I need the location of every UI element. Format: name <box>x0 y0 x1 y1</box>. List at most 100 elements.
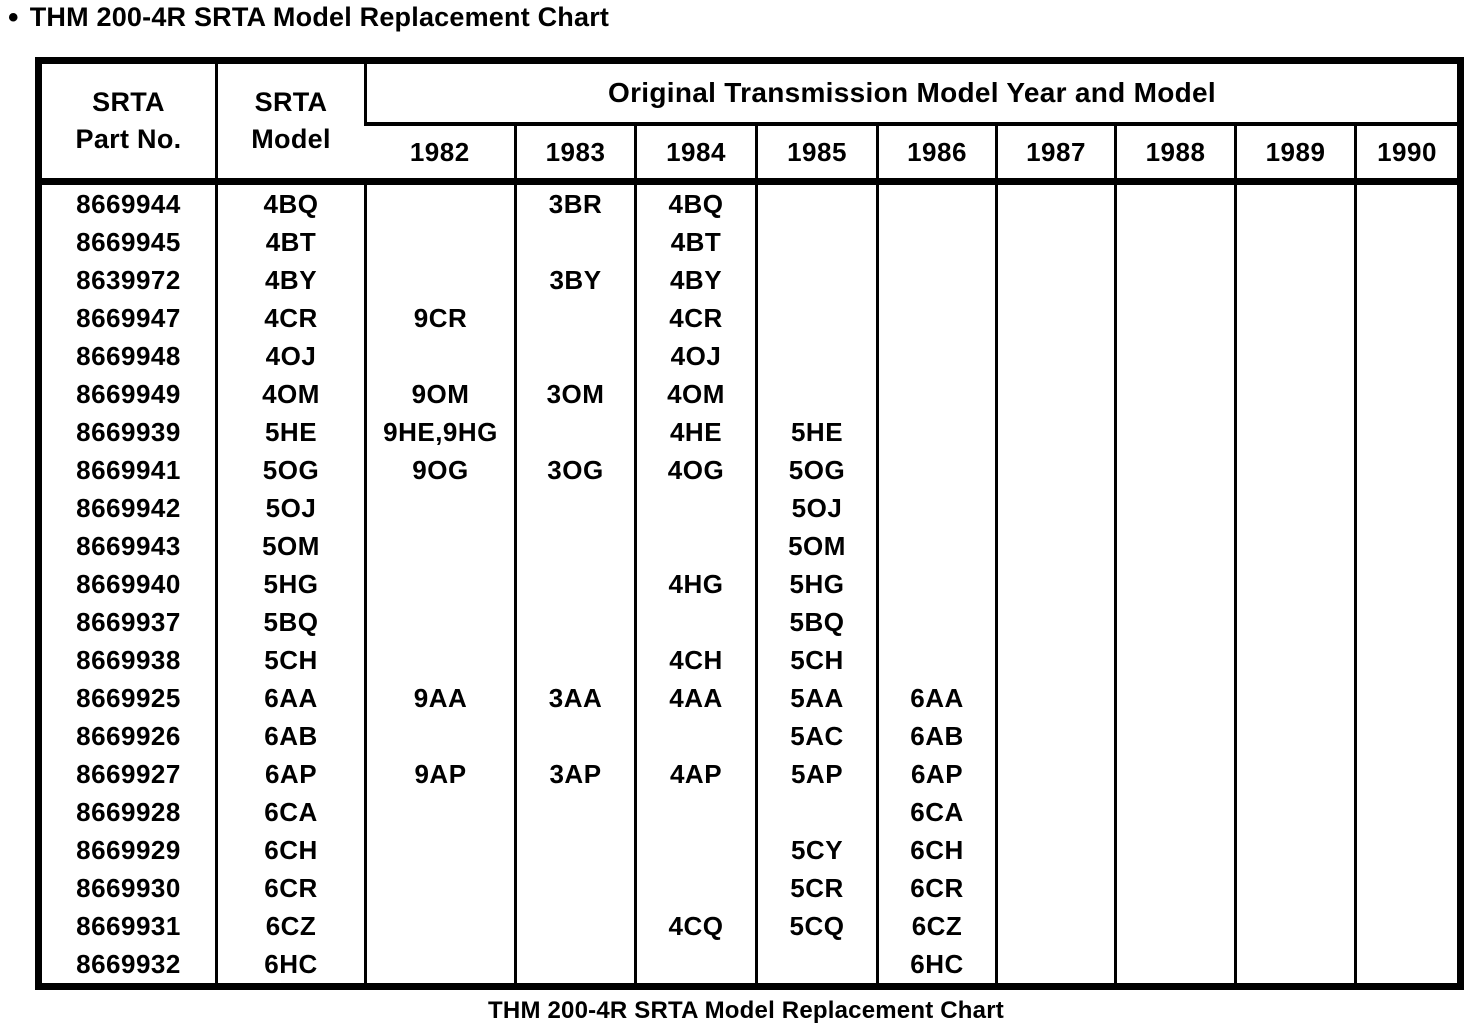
year-cell <box>1353 413 1461 451</box>
year-cell <box>634 717 757 755</box>
year-cell <box>364 527 516 565</box>
header-row-top: SRTA Part No. SRTA Model Original Transm… <box>38 60 1461 185</box>
year-cell <box>514 907 636 945</box>
year-cell <box>514 299 636 337</box>
year-cell <box>1234 945 1356 987</box>
page-title: • THM 200-4R SRTA Model Replacement Char… <box>8 2 609 33</box>
year-cell <box>1353 641 1461 679</box>
part-no-cell: 8669944 <box>76 189 181 219</box>
year-cell <box>1353 679 1461 717</box>
year-header-1990: 1990 <box>1353 124 1461 185</box>
year-cell <box>995 451 1116 489</box>
part-no-cell: 8669943 <box>76 531 181 561</box>
model-cell: 5OM <box>215 527 366 565</box>
year-cell <box>876 261 997 299</box>
year-cell <box>1234 181 1356 223</box>
year-cell <box>1234 527 1356 565</box>
model-cell: 5OG <box>215 451 366 489</box>
year-cell <box>514 869 636 907</box>
year-cell <box>1353 831 1461 869</box>
year-cell <box>876 603 997 641</box>
year-cell <box>995 945 1116 987</box>
col-header-part-no: SRTA Part No. <box>38 60 217 185</box>
year-header-1989: 1989 <box>1234 124 1356 185</box>
year-cell <box>1353 945 1461 987</box>
year-cell <box>1114 641 1236 679</box>
year-cell: 6CH <box>876 831 997 869</box>
table-row: 8669947 4CR 9CR 4CR <box>39 299 1461 337</box>
year-cell <box>1234 907 1356 945</box>
year-cell <box>364 181 516 223</box>
year-cell <box>1234 375 1356 413</box>
table-row: 8669926 6AB 5AC 6AB <box>39 717 1461 755</box>
year-cell <box>995 261 1116 299</box>
table-row: 8669931 6CZ 4CQ 5CQ 6CZ <box>39 907 1461 945</box>
table-row: 8669949 4OM 9OM 3OM 4OM <box>39 375 1461 413</box>
year-cell: 3AP <box>514 755 636 793</box>
table-body: 8669944 4BQ 3BR 4BQ 8669945 4BT 4BT 8639972 4BY 3… <box>39 181 1461 987</box>
year-cell: 6CZ <box>876 907 997 945</box>
col-header-model-line2: Model <box>251 124 331 154</box>
year-cell: 4OJ <box>634 337 757 375</box>
col-header-part-no-line2: Part No. <box>75 124 182 154</box>
table-row: 8669927 6AP 9AP 3AP 4AP 5AP 6AP <box>39 755 1461 793</box>
year-cell <box>1234 261 1356 299</box>
part-no-cell: 8669940 <box>76 569 181 599</box>
year-cell <box>364 945 516 987</box>
model-cell: 6CA <box>215 793 366 831</box>
table-row: 8669948 4OJ 4OJ <box>39 337 1461 375</box>
year-cell <box>1114 299 1236 337</box>
year-cell: 4HG <box>634 565 757 603</box>
year-cell <box>1234 489 1356 527</box>
table-row: 8639972 4BY 3BY 4BY <box>39 261 1461 299</box>
year-cell <box>514 793 636 831</box>
year-cell <box>755 337 878 375</box>
year-cell <box>364 223 516 261</box>
model-cell: 5HE <box>215 413 366 451</box>
model-cell: 4BY <box>215 261 366 299</box>
part-no-cell: 8669939 <box>76 417 181 447</box>
year-cell <box>1234 603 1356 641</box>
year-cell: 5CQ <box>755 907 878 945</box>
year-cell: 4HE <box>634 413 757 451</box>
group-header: Original Transmission Model Year and Mod… <box>363 60 1461 126</box>
year-cell <box>1353 181 1461 223</box>
model-cell: 5HG <box>215 565 366 603</box>
year-cell: 6AA <box>876 679 997 717</box>
year-cell <box>995 375 1116 413</box>
year-cell <box>634 793 757 831</box>
table-row: 8669944 4BQ 3BR 4BQ <box>39 181 1461 223</box>
year-cell: 9OG <box>364 451 516 489</box>
year-header-1988: 1988 <box>1114 124 1236 185</box>
year-cell <box>995 181 1116 223</box>
year-cell <box>634 945 757 987</box>
year-cell <box>1353 375 1461 413</box>
year-header-1982: 1982 <box>365 124 516 185</box>
year-cell <box>634 527 757 565</box>
year-cell <box>876 337 997 375</box>
year-cell <box>364 489 516 527</box>
table-row: 8669932 6HC 6HC <box>39 945 1461 987</box>
year-cell <box>514 717 636 755</box>
model-cell: 5OJ <box>215 489 366 527</box>
year-cell <box>1234 451 1356 489</box>
year-cell: 3BY <box>514 261 636 299</box>
year-cell <box>1114 755 1236 793</box>
year-cell <box>876 565 997 603</box>
year-cell: 4CH <box>634 641 757 679</box>
replacement-chart-table: SRTA Part No. SRTA Model Original Transm… <box>35 57 1465 990</box>
year-cell: 4OG <box>634 451 757 489</box>
year-cell <box>1353 489 1461 527</box>
year-cell <box>755 261 878 299</box>
year-cell <box>1114 869 1236 907</box>
table-row: 8669928 6CA 6CA <box>39 793 1461 831</box>
year-cell <box>1353 451 1461 489</box>
year-cell <box>1234 413 1356 451</box>
model-cell: 4CR <box>215 299 366 337</box>
year-header-1987: 1987 <box>995 124 1116 185</box>
part-no-cell: 8669945 <box>76 227 181 257</box>
year-cell: 9AP <box>364 755 516 793</box>
year-cell <box>1114 945 1236 987</box>
year-cell <box>514 945 636 987</box>
year-cell: 5OG <box>755 451 878 489</box>
